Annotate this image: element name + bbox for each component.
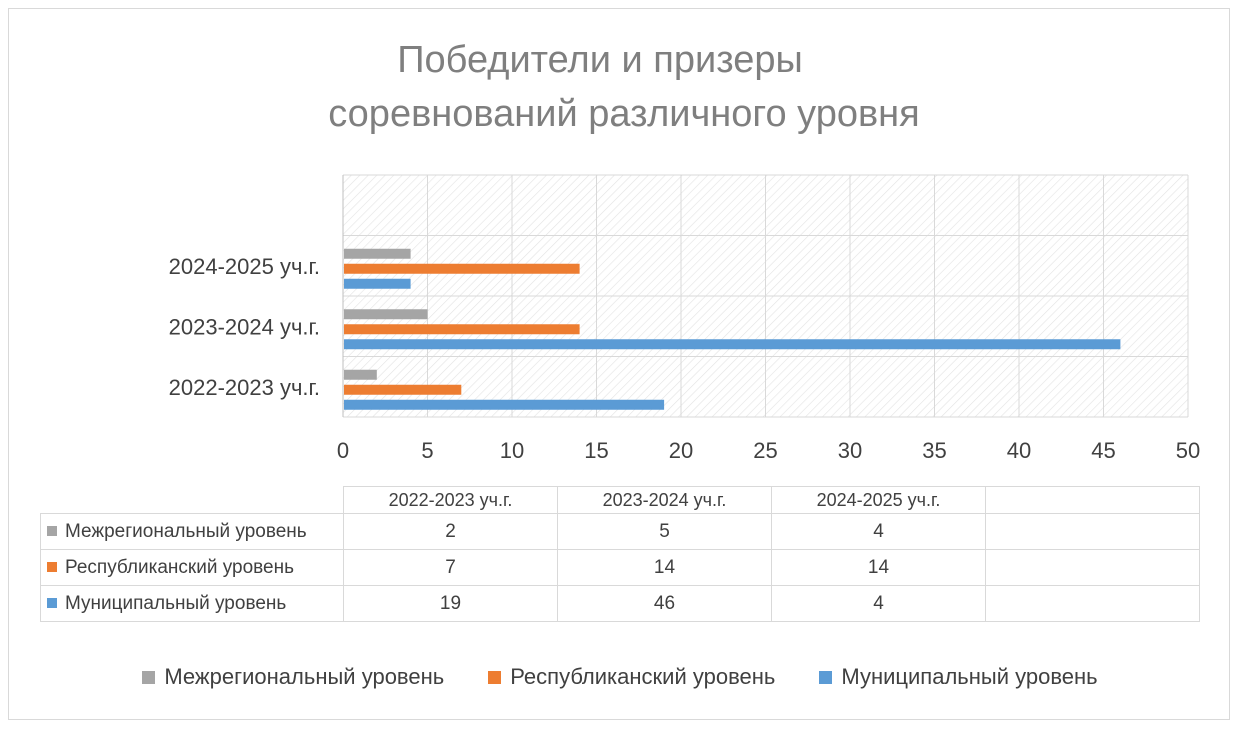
legend-label: Межрегиональный уровень: [164, 664, 445, 689]
table-cell: 7: [343, 549, 558, 586]
table-corner: [40, 486, 344, 514]
x-tick-label: 5: [421, 438, 433, 463]
legend-key: [47, 561, 57, 572]
x-tick-label: 40: [1007, 438, 1031, 463]
data-table: 2022-2023 уч.г. 2023-2024 уч.г. 2024-2025 …: [40, 486, 1200, 622]
table-header-cell-empty: [985, 486, 1200, 514]
table-cell: 2: [343, 513, 558, 550]
table-row-label: Муниципальный уровень: [40, 585, 344, 622]
bar: [344, 369, 377, 380]
table-row: Муниципальный уровень 19 46 4: [40, 585, 1200, 622]
legend-item: Муниципальный уровень: [819, 664, 1098, 690]
bar: [344, 384, 462, 395]
table-cell: 14: [557, 549, 772, 586]
table-header-cell: 2024-2025 уч.г.: [771, 486, 986, 514]
legend-key: [142, 670, 156, 684]
bar: [344, 263, 580, 274]
bar: [344, 324, 580, 335]
table-cell: 46: [557, 585, 772, 622]
legend-item: Межрегиональный уровень: [142, 664, 444, 690]
table-header-cell: 2022-2023 уч.г.: [343, 486, 558, 514]
legend-key: [819, 670, 833, 684]
table-row: Межрегиональный уровень 2 5 4: [40, 513, 1200, 550]
series-name: Межрегиональный уровень: [65, 520, 307, 542]
bar: [344, 278, 411, 289]
table-cell: 5: [557, 513, 772, 550]
legend-key: [47, 597, 57, 608]
table-cell: 4: [771, 513, 986, 550]
x-tick-label: 0: [337, 438, 349, 463]
chart-title-line-2: соревнований различного уровня: [328, 93, 920, 135]
category-label: 2024-2025 уч.г.: [169, 254, 320, 279]
legend: Межрегиональный уровень Республиканский у…: [0, 664, 1240, 690]
chart-title-line-1: Победители и призеры: [397, 39, 803, 81]
table-row-label: Межрегиональный уровень: [40, 513, 344, 550]
table-cell-empty: [985, 585, 1200, 622]
table-header-cell: 2023-2024 уч.г.: [557, 486, 772, 514]
legend-label: Республиканский уровень: [510, 664, 776, 689]
x-tick-label: 25: [753, 438, 777, 463]
x-tick-label: 10: [500, 438, 524, 463]
series-name: Муниципальный уровень: [65, 592, 287, 614]
category-label: 2023-2024 уч.г.: [169, 314, 320, 339]
x-tick-label: 20: [669, 438, 693, 463]
category-label: 2022-2023 уч.г.: [169, 375, 320, 400]
table-cell-empty: [985, 513, 1200, 550]
series-name: Республиканский уровень: [65, 556, 295, 578]
table-row-label: Республиканский уровень: [40, 549, 344, 586]
legend-key: [47, 525, 57, 536]
legend-label: Муниципальный уровень: [841, 664, 1098, 689]
bar: [344, 399, 665, 410]
bar: [344, 339, 1121, 350]
table-row: Республиканский уровень 7 14 14: [40, 549, 1200, 586]
x-tick-label: 50: [1176, 438, 1200, 463]
table-cell-empty: [985, 549, 1200, 586]
table-cell: 19: [343, 585, 558, 622]
legend-key: [488, 670, 502, 684]
bar: [344, 248, 411, 259]
table-cell: 4: [771, 585, 986, 622]
bar: [344, 309, 428, 320]
x-tick-label: 15: [584, 438, 608, 463]
legend-item: Республиканский уровень: [488, 664, 775, 690]
x-tick-label: 45: [1091, 438, 1115, 463]
x-tick-label: 30: [838, 438, 862, 463]
x-tick-label: 35: [922, 438, 946, 463]
table-cell: 14: [771, 549, 986, 586]
